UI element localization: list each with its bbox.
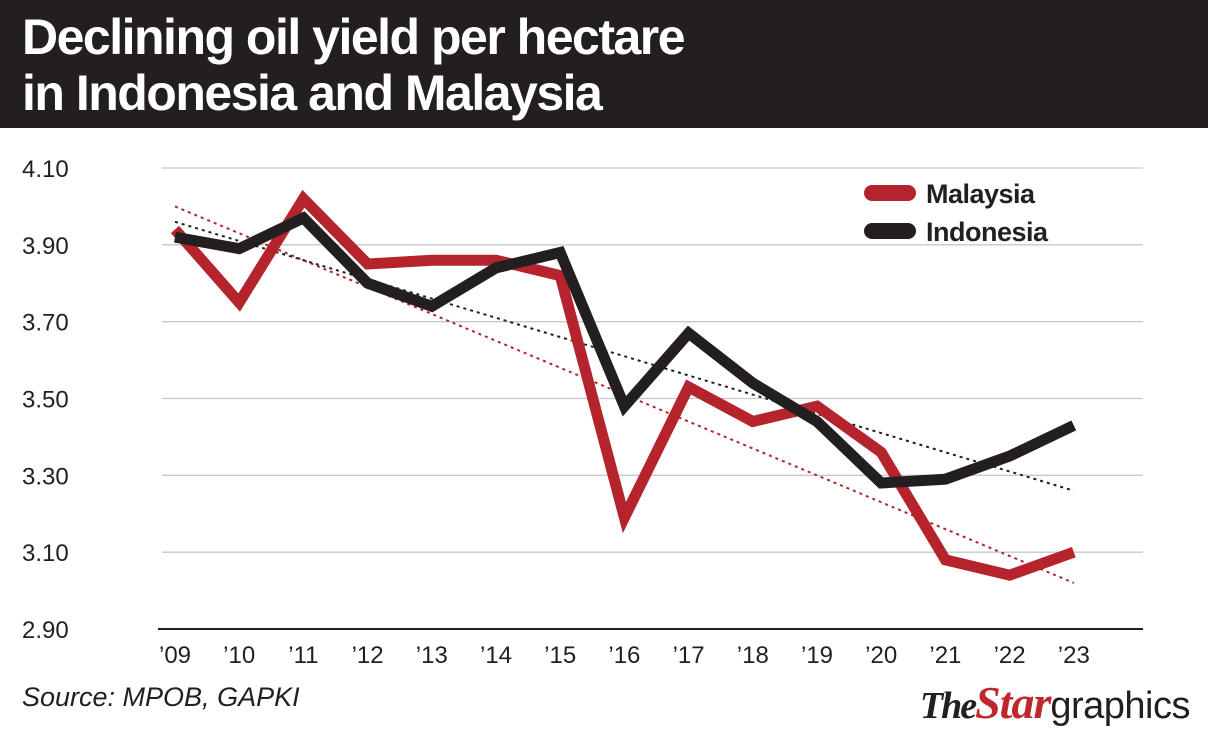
brand-the: The (919, 685, 977, 727)
malaysia-series-line (170, 189, 1076, 581)
title-banner: Declining oil yield per hectare in Indon… (0, 0, 1208, 128)
legend: Malaysia Indonesia (864, 179, 1050, 247)
x-axis-ticks: ’09 ’10 ’11 ’12 ’13 ’14 ’15 ’16 ’17 ’18 ’19 ’20 ’21 ’… (159, 642, 1090, 669)
y-tick-label: 3.70 (22, 310, 69, 337)
y-tick-label: 3.10 (22, 540, 69, 567)
brand-graphics: graphics (1050, 685, 1190, 727)
chart-title-line-2: in Indonesia and Malaysia (22, 65, 603, 121)
legend-label-indonesia: Indonesia (926, 217, 1049, 247)
data-series (170, 189, 1077, 581)
line-chart: 2.90 3.10 3.30 3.50 3.70 3.90 4.10 ’09 ’10 ’11 ’1… (22, 156, 1143, 669)
x-tick-label: ’22 (994, 642, 1026, 669)
x-tick-label: ’11 (288, 642, 318, 669)
x-tick-label: ’16 (608, 642, 640, 669)
gridlines (158, 167, 1143, 630)
x-tick-label: ’09 (159, 642, 191, 669)
x-tick-label: ’13 (416, 642, 448, 669)
x-tick-label: ’10 (223, 642, 255, 669)
y-tick-label: 4.10 (22, 156, 69, 183)
x-tick-label: ’23 (1058, 642, 1090, 669)
x-tick-label: ’14 (480, 642, 512, 669)
source-note: Source: MPOB, GAPKI (22, 682, 300, 712)
y-tick-label: 3.30 (22, 463, 69, 490)
x-tick-label: ’17 (673, 642, 705, 669)
x-tick-label: ’20 (865, 642, 897, 669)
x-tick-label: ’15 (544, 642, 576, 669)
brand-star: Star (975, 677, 1051, 728)
x-tick-label: ’12 (352, 642, 384, 669)
y-tick-label: 2.90 (22, 617, 69, 644)
x-tick-label: ’19 (801, 642, 833, 669)
legend-label-malaysia: Malaysia (926, 179, 1036, 209)
y-tick-label: 3.50 (22, 387, 69, 414)
y-tick-label: 3.90 (22, 233, 69, 260)
chart-title-line-1: Declining oil yield per hectare (22, 9, 686, 65)
x-tick-label: ’18 (737, 642, 769, 669)
x-tick-label: ’21 (929, 642, 961, 669)
brand-logo: TheStargraphics (920, 676, 1191, 728)
indonesia-series-line (174, 211, 1077, 489)
indonesia-trend-line (174, 220, 1075, 492)
y-axis-ticks: 2.90 3.10 3.30 3.50 3.70 3.90 4.10 (22, 156, 69, 644)
